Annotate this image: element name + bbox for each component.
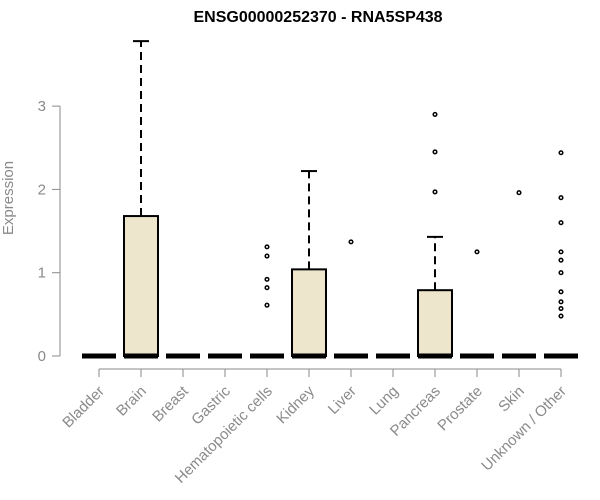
outlier-point: [264, 276, 270, 282]
outlier-point: [432, 111, 438, 117]
box-body: [291, 268, 327, 358]
outlier-point: [264, 253, 270, 259]
x-tick-label: Kidney: [273, 382, 318, 427]
outlier-point: [558, 313, 564, 319]
box-body: [123, 215, 159, 357]
x-tick-label: Liver: [325, 383, 360, 418]
chart-title: ENSG00000252370 - RNA5SP438: [193, 9, 442, 26]
outlier-point: [264, 244, 270, 250]
outlier-point: [264, 302, 270, 308]
outlier-point: [558, 257, 564, 263]
outlier-point: [348, 239, 354, 245]
y-tick-label: 1: [38, 265, 46, 282]
x-tick-label: Skin: [495, 383, 528, 416]
x-tick-label: Prostate: [434, 383, 486, 435]
outlier-point: [474, 249, 480, 255]
outlier-point: [558, 289, 564, 295]
box-body: [417, 289, 453, 357]
outlier-point: [516, 190, 522, 196]
outlier-point: [558, 305, 564, 312]
y-tick-label: 2: [38, 181, 46, 198]
outlier-point: [558, 270, 564, 276]
y-axis-label: Expression: [0, 161, 17, 235]
y-tick-label: 0: [38, 348, 46, 365]
x-tick-label: Bladder: [59, 383, 108, 432]
outlier-point: [432, 149, 438, 155]
outlier-point: [558, 249, 564, 255]
x-tick-label: Brain: [113, 383, 150, 420]
outlier-point: [558, 299, 564, 305]
outlier-point: [558, 195, 564, 201]
y-tick-label: 3: [38, 98, 46, 115]
outlier-point: [558, 150, 564, 156]
x-tick-label: Breast: [149, 382, 192, 425]
x-tick-label: Lung: [366, 383, 402, 419]
outlier-point: [264, 285, 270, 291]
outlier-point: [558, 220, 564, 226]
outlier-point: [432, 189, 438, 195]
